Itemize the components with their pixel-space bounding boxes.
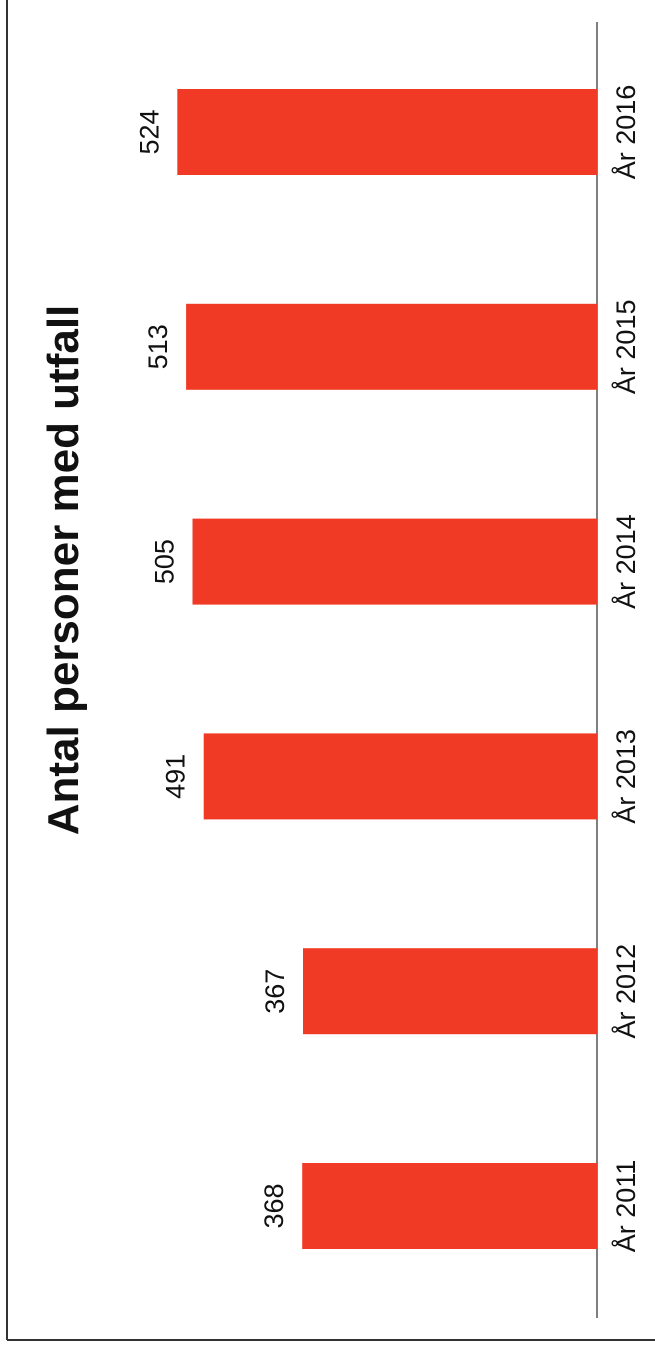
category-tick-label: År 2011 [610,1160,641,1253]
value-labels-layer: 368 367 491 505 513 524 [134,109,290,1228]
bar [303,948,597,1035]
bars-layer [177,89,598,1249]
data-label: 513 [143,324,173,369]
data-label: 491 [161,754,191,799]
chart-title: Antal personer med utfall [39,305,88,836]
bar [177,89,598,175]
data-label: 524 [134,109,164,154]
category-tick-label: År 2014 [610,514,641,609]
category-tick-label: År 2012 [610,944,641,1039]
bar [302,1163,597,1249]
tick-labels-layer: År 2011 År 2012 År 2013 År 2014 År 2015 År 20… [610,85,641,1253]
category-tick-label: År 2016 [610,85,641,180]
category-tick-label: År 2015 [610,300,641,395]
bar [186,303,597,390]
data-label: 367 [260,969,290,1014]
bar [203,733,597,820]
data-label: 505 [150,539,180,584]
data-label: 368 [259,1183,289,1228]
category-tick-label: År 2013 [610,729,641,824]
bar [192,518,597,605]
